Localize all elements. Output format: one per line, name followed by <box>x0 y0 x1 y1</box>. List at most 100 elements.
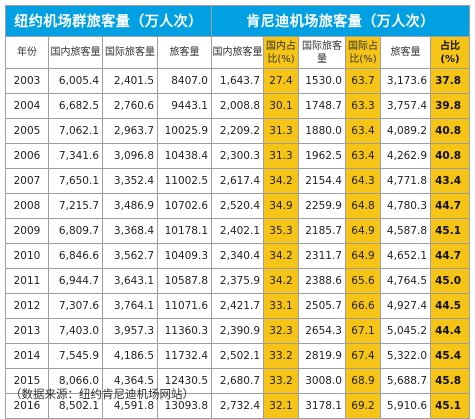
table-cell: 45.1 <box>429 393 471 419</box>
table-cell: 2,520.4 <box>211 193 264 219</box>
table-cell: 5,910.6 <box>380 393 431 419</box>
table-cell: 63.4 <box>345 118 381 144</box>
year-cell: 2006 <box>5 143 49 169</box>
table-cell: 64.8 <box>345 193 381 219</box>
table-cell: 33.2 <box>263 368 299 394</box>
col-header-jfk-international-share: 国际占比(%) <box>345 36 381 69</box>
table-cell: 2,375.9 <box>211 268 264 294</box>
table-cell: 6,809.7 <box>48 218 103 244</box>
table-row: 2008 7,215.7 3,486.9 10702.6 2,520.4 34.9 2259… <box>5 193 471 219</box>
table-cell: 7,215.7 <box>48 193 103 219</box>
table-cell: 31.3 <box>263 143 299 169</box>
table-cell: 4,089.2 <box>380 118 431 144</box>
table-cell: 10438.4 <box>157 143 212 169</box>
table-cell: 11002.5 <box>157 168 212 194</box>
table-cell: 2,340.4 <box>211 243 264 269</box>
jfk-group-header: 肯尼迪机场旅客量（万人次） <box>210 5 471 37</box>
table-cell: 3,764.1 <box>102 293 158 319</box>
table-cell: 34.2 <box>263 243 299 269</box>
table-body: 2003 6,005.4 2,401.5 8407.0 1,643.7 27.4 1530.… <box>5 68 471 419</box>
table-cell: 27.4 <box>263 68 299 94</box>
table-cell: 1,643.7 <box>211 68 264 94</box>
table-cell: 2,401.5 <box>102 68 158 94</box>
year-cell: 2014 <box>5 343 49 369</box>
table-cell: 5,688.7 <box>380 368 431 394</box>
table-cell: 34.9 <box>263 193 299 219</box>
table-cell: 34.2 <box>263 268 299 294</box>
col-header-jfk-domestic-share: 国内占比(%) <box>263 36 299 69</box>
table-cell: 3,368.4 <box>102 218 158 244</box>
table-cell: 11360.3 <box>157 318 212 344</box>
table-cell: 33.1 <box>263 293 299 319</box>
table-cell: 30.1 <box>263 93 299 119</box>
ny-group-header: 纽约机场群旅客量（万人次） <box>5 5 212 37</box>
table-cell: 45.0 <box>429 268 471 294</box>
table-row: 2004 6,682.5 2,760.6 9443.1 2,008.8 30.1 1748.… <box>5 93 471 119</box>
table-cell: 2,680.7 <box>211 368 264 394</box>
table-row: 2003 6,005.4 2,401.5 8407.0 1,643.7 27.4 1530.… <box>5 68 471 94</box>
table-cell: 6,846.6 <box>48 243 103 269</box>
table-cell: 44.7 <box>429 193 471 219</box>
table-cell: 7,062.1 <box>48 118 103 144</box>
table-cell: 45.4 <box>429 343 471 369</box>
table-cell: 43.4 <box>429 168 471 194</box>
table-cell: 3,957.3 <box>102 318 158 344</box>
table-cell: 63.4 <box>345 143 381 169</box>
table-cell: 3,096.8 <box>102 143 158 169</box>
table-cell: 2185.7 <box>298 218 346 244</box>
table-cell: 1962.5 <box>298 143 346 169</box>
page: 纽约机场群旅客量（万人次） 肯尼迪机场旅客量（万人次） 年份 国内旅客量 国际旅客量… <box>5 5 471 419</box>
table-row: 2015 8,066.0 4,364.5 12430.5 2,680.7 33.2 3008… <box>5 368 471 394</box>
table-cell: 10178.1 <box>157 218 212 244</box>
table-cell: 2654.3 <box>298 318 346 344</box>
year-cell: 2007 <box>5 168 49 194</box>
table-cell: 7,403.0 <box>48 318 103 344</box>
table-cell: 10025.9 <box>157 118 212 144</box>
year-cell: 2012 <box>5 293 49 319</box>
table-cell: 11071.6 <box>157 293 212 319</box>
table-cell: 10587.8 <box>157 268 212 294</box>
col-header-jfk-international: 国际旅客量 <box>298 36 346 69</box>
table-cell: 2,617.4 <box>211 168 264 194</box>
table-row: 2010 6,846.6 3,562.7 10409.3 2,340.4 34.2 2311… <box>5 243 471 269</box>
table-cell: 2,732.4 <box>211 393 264 419</box>
table-cell: 45.1 <box>429 218 471 244</box>
table-cell: 2154.4 <box>298 168 346 194</box>
table-cell: 67.4 <box>345 343 381 369</box>
table-cell: 2505.7 <box>298 293 346 319</box>
table-cell: 11732.4 <box>157 343 212 369</box>
table-cell: 35.3 <box>263 218 299 244</box>
table-cell: 3008.0 <box>298 368 346 394</box>
year-cell: 2004 <box>5 93 49 119</box>
table-cell: 44.4 <box>429 318 471 344</box>
table-row: 2011 6,944.7 3,643.1 10587.8 2,375.9 34.2 2388… <box>5 268 471 294</box>
year-cell: 2003 <box>5 68 49 94</box>
table-cell: 68.9 <box>345 368 381 394</box>
table-cell: 4,764.5 <box>380 268 431 294</box>
table-cell: 2,390.9 <box>211 318 264 344</box>
table-cell: 7,545.9 <box>48 343 103 369</box>
table-cell: 45.8 <box>429 368 471 394</box>
table-cell: 2388.6 <box>298 268 346 294</box>
table-cell: 6,944.7 <box>48 268 103 294</box>
source-note: （数据来源：纽约肯尼迪机场网站） <box>10 387 194 401</box>
table-cell: 3,643.1 <box>102 268 158 294</box>
year-cell: 2011 <box>5 268 49 294</box>
column-header-row: 年份 国内旅客量 国际旅客量 旅客量 国内旅客量 国内占比(%) 国际旅客量 国际占比(%) 旅… <box>5 36 471 69</box>
table-cell: 4,587.8 <box>380 218 431 244</box>
table-cell: 2,421.7 <box>211 293 264 319</box>
table-cell: 6,682.5 <box>48 93 103 119</box>
table-row: 2006 7,341.6 3,096.8 10438.4 2,300.3 31.3 1962… <box>5 143 471 169</box>
table-cell: 64.3 <box>345 168 381 194</box>
table-cell: 5,045.2 <box>380 318 431 344</box>
table-cell: 4,186.5 <box>102 343 158 369</box>
table-cell: 6,005.4 <box>48 68 103 94</box>
table-cell: 33.2 <box>263 343 299 369</box>
col-header-ny-total: 旅客量 <box>157 36 212 69</box>
table-cell: 2,008.8 <box>211 93 264 119</box>
col-header-ny-international: 国际旅客量 <box>102 36 158 69</box>
table-cell: 5,322.0 <box>380 343 431 369</box>
table-cell: 44.5 <box>429 293 471 319</box>
table-cell: 67.1 <box>345 318 381 344</box>
table-row: 2014 7,545.9 4,186.5 11732.4 2,502.1 33.2 2819… <box>5 343 471 369</box>
